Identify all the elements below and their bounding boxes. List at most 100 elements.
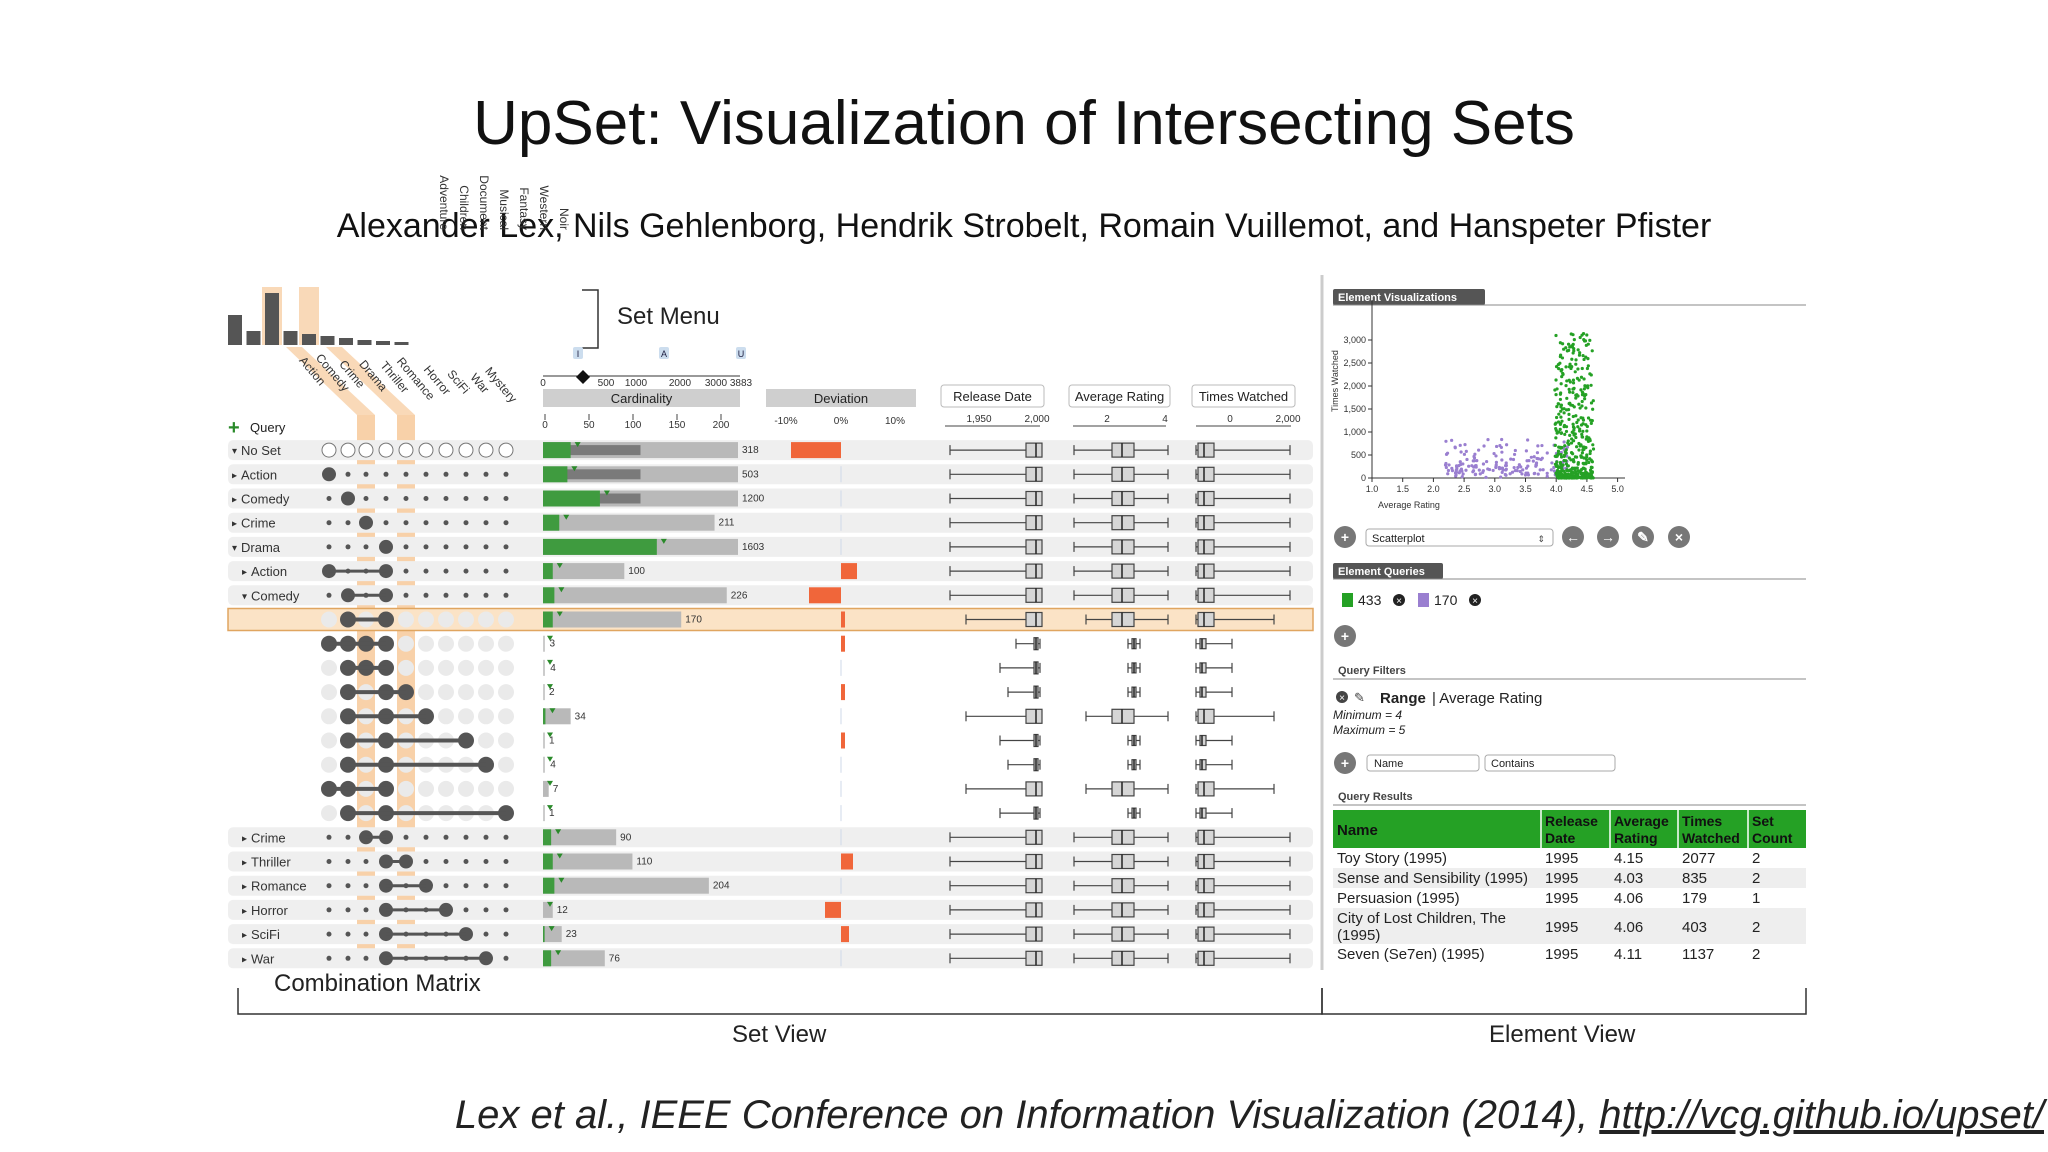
filter-name: Range	[1380, 690, 1426, 707]
scatter-point-purple	[1460, 475, 1464, 479]
deviation-bar	[841, 732, 845, 749]
results-cell: 1	[1752, 890, 1760, 907]
set-row[interactable]: ▸ Comedy 1200	[228, 488, 1313, 509]
scatter-point-purple	[1446, 468, 1451, 473]
set-row[interactable]: ▾ No Set 318	[228, 440, 1313, 461]
query-marker	[547, 635, 553, 641]
results-cell: 4.06	[1614, 890, 1643, 907]
scatter-point-purple	[1491, 468, 1495, 473]
matrix-dot	[438, 611, 454, 628]
set-row[interactable]: ▸ Action 100	[228, 561, 1313, 582]
scatter-point-purple	[1455, 467, 1459, 471]
matrix-dot	[503, 907, 509, 913]
matrix-empty-dot	[418, 442, 434, 458]
cardinality-value: 318	[742, 445, 759, 456]
scatter-point-green	[1587, 460, 1591, 465]
scatter-y-tick-label: 3,000	[1343, 335, 1366, 345]
set-row[interactable]: ▸ Thriller 110	[228, 851, 1313, 872]
scatter-point-green	[1584, 446, 1588, 450]
scatter-point-purple	[1526, 438, 1530, 442]
cardinality-value: 100	[628, 566, 645, 577]
scatter-point-green	[1585, 366, 1590, 371]
scatter-point-green	[1589, 476, 1593, 480]
filter-remove-glyph: ×	[1339, 693, 1345, 704]
set-row[interactable]: ▾ Drama 1603	[228, 536, 1313, 557]
matrix-dot	[423, 471, 429, 477]
set-row[interactable]: 1	[321, 732, 1233, 749]
scatter-point-purple	[1463, 442, 1467, 447]
query-marker	[548, 926, 555, 932]
set-row[interactable]: 34	[321, 708, 1275, 725]
results-row-bg	[1333, 848, 1806, 868]
matrix-dot	[383, 496, 389, 501]
scatter-point-green	[1563, 444, 1567, 448]
scatter-point-green	[1553, 422, 1557, 426]
results-header-line2: Count	[1752, 830, 1793, 846]
set-row[interactable]: 3	[321, 635, 1233, 652]
set-row[interactable]: 4	[321, 756, 1233, 773]
arrow-left-icon	[1562, 526, 1584, 548]
scatter-point-green	[1588, 457, 1592, 461]
set-row[interactable]: ▸ Crime 211	[228, 512, 1313, 533]
scatter-point-green	[1579, 416, 1583, 420]
set-row[interactable]: ▾ Comedy 226	[228, 585, 1313, 606]
scatter-point-green	[1557, 412, 1561, 416]
scatter-point-green	[1575, 476, 1579, 480]
scatter-point-green	[1574, 414, 1578, 418]
matrix-dot	[498, 756, 514, 773]
card-top-tick: 500	[598, 378, 615, 389]
set-row[interactable]: ▸ Horror 12	[228, 899, 1313, 920]
deviation-bar	[841, 611, 845, 628]
attribute-header-box	[1191, 384, 1296, 408]
remove-icon	[1668, 526, 1690, 548]
matrix-dot	[321, 732, 337, 749]
scatter-point-purple	[1512, 452, 1517, 457]
set-row[interactable]: 2	[321, 684, 1233, 701]
matrix-dot	[463, 883, 469, 889]
scatter-point-green	[1579, 443, 1583, 447]
set-row[interactable]: ▸ Crime 90	[228, 827, 1313, 848]
matrix-dot	[458, 635, 474, 652]
set-row[interactable]: ▸ SciFi 23	[228, 924, 1313, 945]
element-view-bracket	[1321, 988, 1807, 1015]
matrix-dot	[483, 592, 489, 598]
scatter-point-purple	[1464, 468, 1468, 472]
scatter-point-green	[1554, 436, 1558, 440]
scatter-point-purple	[1467, 464, 1471, 468]
set-row[interactable]: 7	[321, 780, 1275, 797]
set-row[interactable]: ▸ War 76	[228, 948, 1313, 969]
release-boxplot-box	[1025, 539, 1043, 555]
scatter-point-green	[1585, 476, 1589, 480]
scatter-point-green	[1580, 435, 1584, 439]
matrix-dot	[478, 611, 494, 628]
attribute-tick-label: 0	[1227, 414, 1233, 425]
matrix-dot	[326, 907, 332, 913]
set-row[interactable]: 1	[321, 805, 1233, 822]
deviation-bar	[791, 442, 841, 459]
set-row[interactable]: 170	[227, 607, 1314, 632]
scatter-point-green	[1570, 357, 1574, 361]
set-row[interactable]: ▸ Romance 204	[228, 875, 1313, 896]
query-overlap-bar	[543, 853, 553, 870]
scatter-y-tick-label: 2,000	[1343, 381, 1366, 391]
scatter-point-purple	[1549, 468, 1553, 472]
matrix-dot	[398, 635, 414, 652]
set-size-highlight	[299, 287, 319, 345]
scatter-point-purple	[1500, 437, 1504, 442]
matrix-dot	[443, 859, 449, 864]
matrix-dot	[503, 931, 509, 937]
scatter-point-green	[1591, 407, 1595, 411]
upset-link[interactable]: http://vcg.github.io/upset/	[1599, 1093, 2044, 1137]
scatter-point-purple	[1536, 472, 1540, 476]
query-filters-title: Query Filters	[1338, 665, 1406, 677]
set-row[interactable]: 4	[321, 659, 1233, 676]
scatter-point-green	[1565, 396, 1569, 400]
query-marker	[555, 829, 562, 835]
scatter-point-green	[1565, 379, 1569, 383]
scatter-point-green	[1567, 402, 1571, 406]
set-menu-bracket	[582, 289, 599, 349]
scatter-point-green	[1561, 463, 1565, 467]
card-top-tick: 1000	[625, 378, 648, 389]
query-marker	[660, 538, 667, 544]
set-row[interactable]: ▸ Action 503	[228, 464, 1313, 485]
